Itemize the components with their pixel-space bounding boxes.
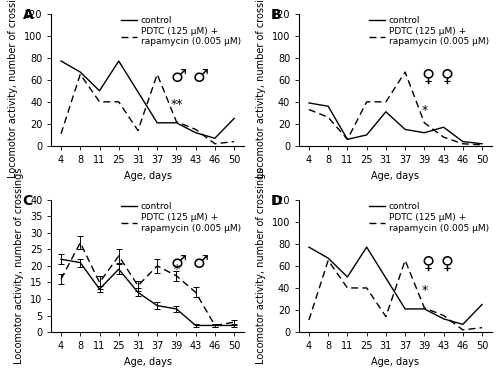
Text: ♂ ♂: ♂ ♂ (171, 68, 209, 86)
Text: *: * (174, 263, 180, 276)
Text: C: C (22, 194, 33, 208)
Text: ♀ ♀: ♀ ♀ (422, 254, 454, 272)
Text: D: D (270, 194, 282, 208)
Text: B: B (270, 8, 281, 22)
X-axis label: Age, days: Age, days (372, 357, 420, 367)
Text: *: * (421, 104, 428, 117)
Legend: control, PDTC (125 μM) +
rapamycin (0.005 μM): control, PDTC (125 μM) + rapamycin (0.00… (120, 201, 242, 234)
X-axis label: Age, days: Age, days (372, 171, 420, 180)
Y-axis label: Locomotor activity, number of crossings: Locomotor activity, number of crossings (256, 0, 266, 178)
X-axis label: Age, days: Age, days (124, 357, 172, 367)
Y-axis label: Locomotor activity, number of crossings: Locomotor activity, number of crossings (14, 168, 24, 364)
X-axis label: Age, days: Age, days (124, 171, 172, 180)
Text: A: A (22, 8, 34, 22)
Y-axis label: Locomotor activity, number of crossings: Locomotor activity, number of crossings (256, 168, 266, 364)
Text: *: * (421, 284, 428, 297)
Legend: control, PDTC (125 μM) +
rapamycin (0.005 μM): control, PDTC (125 μM) + rapamycin (0.00… (368, 15, 490, 47)
Y-axis label: Locomotor activity, number of crossings: Locomotor activity, number of crossings (8, 0, 18, 178)
Text: **: ** (170, 98, 182, 111)
Text: ♂ ♂: ♂ ♂ (171, 254, 209, 272)
Legend: control, PDTC (125 μM) +
rapamycin (0.005 μM): control, PDTC (125 μM) + rapamycin (0.00… (368, 201, 490, 234)
Text: ♀ ♀: ♀ ♀ (422, 68, 454, 86)
Legend: control, PDTC (125 μM) +
rapamycin (0.005 μM): control, PDTC (125 μM) + rapamycin (0.00… (120, 15, 242, 47)
